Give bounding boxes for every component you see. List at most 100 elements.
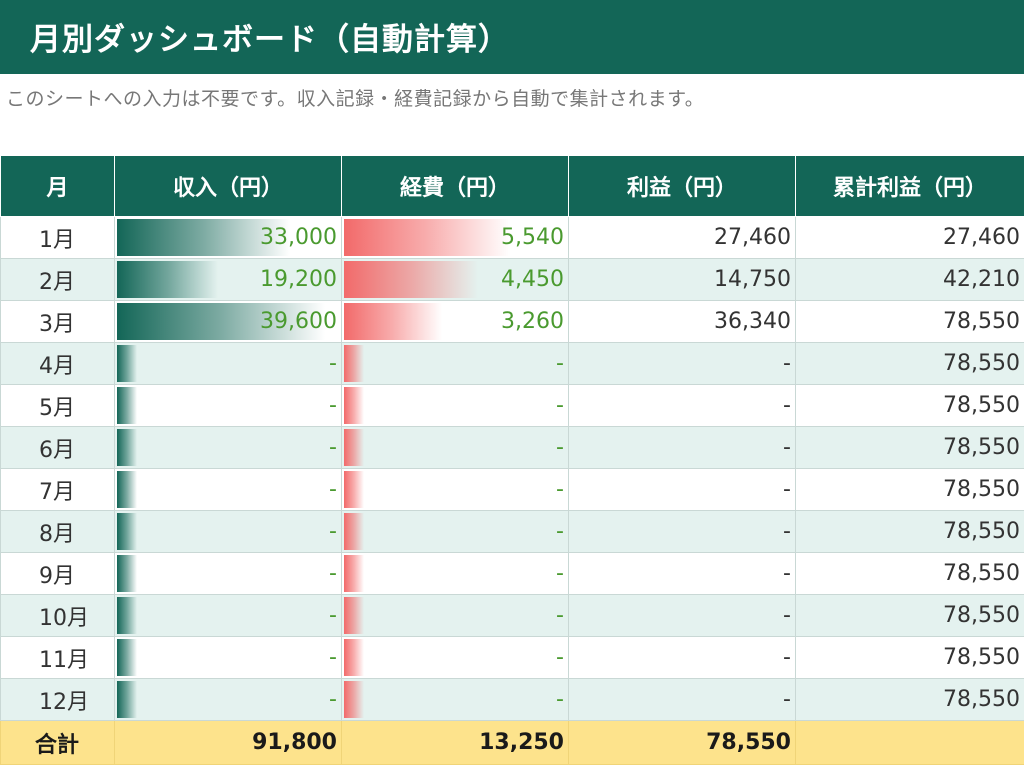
income-cell[interactable]: - [114, 636, 342, 679]
total-cumulative-profit[interactable] [795, 720, 1024, 765]
cumulative-profit-cell[interactable]: 27,460 [795, 216, 1024, 259]
expense-value: - [556, 687, 564, 712]
cumulative-profit-cell[interactable]: 78,550 [795, 678, 1024, 721]
month-cell[interactable]: 12月 [0, 678, 115, 721]
profit-cell[interactable]: - [568, 678, 796, 721]
income-data-bar [117, 219, 290, 256]
month-cell[interactable]: 2月 [0, 258, 115, 301]
total-income[interactable]: 91,800 [114, 720, 342, 765]
column-header-income[interactable]: 収入（円） [114, 155, 342, 217]
expense-cell[interactable]: - [341, 636, 569, 679]
cumulative-profit-cell[interactable]: 78,550 [795, 384, 1024, 427]
income-cell[interactable]: - [114, 594, 342, 637]
profit-cell[interactable]: - [568, 468, 796, 511]
income-data-bar [117, 429, 137, 466]
table-row: 7月 - - -78,550 [0, 468, 1024, 511]
income-cell[interactable]: - [114, 426, 342, 469]
expense-cell[interactable]: - [341, 468, 569, 511]
expense-cell[interactable]: - [341, 342, 569, 385]
expense-cell[interactable]: - [341, 426, 569, 469]
expense-data-bar [344, 639, 364, 676]
income-value: - [329, 645, 337, 670]
income-cell[interactable]: - [114, 468, 342, 511]
income-value: 33,000 [260, 225, 337, 250]
month-cell[interactable]: 5月 [0, 384, 115, 427]
expense-data-bar [344, 261, 478, 298]
expense-cell[interactable]: - [341, 552, 569, 595]
table-row: 9月 - - -78,550 [0, 552, 1024, 595]
expense-data-bar [344, 429, 364, 466]
column-header-profit[interactable]: 利益（円） [568, 155, 796, 217]
expense-cell[interactable]: - [341, 510, 569, 553]
income-cell[interactable]: - [114, 552, 342, 595]
income-data-bar [117, 555, 137, 592]
expense-cell[interactable]: 4,450 [341, 258, 569, 301]
expense-value: - [556, 561, 564, 586]
profit-cell[interactable]: - [568, 510, 796, 553]
expense-cell[interactable]: 3,260 [341, 300, 569, 343]
column-header-cumulative-profit[interactable]: 累計利益（円） [795, 155, 1024, 217]
income-cell[interactable]: 19,200 [114, 258, 342, 301]
cumulative-profit-cell[interactable]: 78,550 [795, 510, 1024, 553]
expense-cell[interactable]: - [341, 594, 569, 637]
cumulative-profit-cell[interactable]: 78,550 [795, 636, 1024, 679]
expense-value: - [556, 477, 564, 502]
income-cell[interactable]: - [114, 342, 342, 385]
column-header-expense[interactable]: 経費（円） [341, 155, 569, 217]
expense-cell[interactable]: 5,540 [341, 216, 569, 259]
income-data-bar [117, 513, 137, 550]
profit-cell[interactable]: 14,750 [568, 258, 796, 301]
table-row: 6月 - - -78,550 [0, 426, 1024, 469]
profit-cell[interactable]: - [568, 594, 796, 637]
profit-cell[interactable]: - [568, 426, 796, 469]
title-bar: 月別ダッシュボード（自動計算） [0, 0, 1024, 74]
cumulative-profit-cell[interactable]: 78,550 [795, 342, 1024, 385]
total-label[interactable]: 合計 [0, 720, 115, 765]
cumulative-profit-cell[interactable]: 42,210 [795, 258, 1024, 301]
page-title: 月別ダッシュボード（自動計算） [30, 22, 510, 58]
income-cell[interactable]: 39,600 [114, 300, 342, 343]
income-cell[interactable]: - [114, 384, 342, 427]
expense-data-bar [344, 387, 364, 424]
column-header-month[interactable]: 月 [0, 155, 115, 217]
month-cell[interactable]: 7月 [0, 468, 115, 511]
month-cell[interactable]: 8月 [0, 510, 115, 553]
profit-cell[interactable]: - [568, 636, 796, 679]
expense-cell[interactable]: - [341, 678, 569, 721]
cumulative-profit-cell[interactable]: 78,550 [795, 594, 1024, 637]
profit-cell[interactable]: - [568, 342, 796, 385]
profit-cell[interactable]: - [568, 552, 796, 595]
total-expense[interactable]: 13,250 [341, 720, 569, 765]
table-row: 3月 39,600 3,260 36,340 78,550 [0, 300, 1024, 343]
income-data-bar [117, 639, 137, 676]
income-cell[interactable]: - [114, 510, 342, 553]
month-cell[interactable]: 3月 [0, 300, 115, 343]
table-row: 8月 - - -78,550 [0, 510, 1024, 553]
month-cell[interactable]: 10月 [0, 594, 115, 637]
cumulative-profit-cell[interactable]: 78,550 [795, 426, 1024, 469]
income-cell[interactable]: 33,000 [114, 216, 342, 259]
income-value: - [329, 393, 337, 418]
expense-value: - [556, 519, 564, 544]
total-profit[interactable]: 78,550 [568, 720, 796, 765]
month-cell[interactable]: 11月 [0, 636, 115, 679]
cumulative-profit-cell[interactable]: 78,550 [795, 300, 1024, 343]
profit-cell[interactable]: 36,340 [568, 300, 796, 343]
income-data-bar [117, 387, 137, 424]
table-row: 2月 19,200 4,450 14,750 42,210 [0, 258, 1024, 301]
month-cell[interactable]: 9月 [0, 552, 115, 595]
month-cell[interactable]: 6月 [0, 426, 115, 469]
income-data-bar [117, 303, 325, 340]
expense-value: - [556, 603, 564, 628]
expense-data-bar [344, 303, 442, 340]
profit-cell[interactable]: - [568, 384, 796, 427]
profit-cell[interactable]: 27,460 [568, 216, 796, 259]
income-data-bar [117, 345, 137, 382]
month-cell[interactable]: 4月 [0, 342, 115, 385]
expense-cell[interactable]: - [341, 384, 569, 427]
cumulative-profit-cell[interactable]: 78,550 [795, 552, 1024, 595]
cumulative-profit-cell[interactable]: 78,550 [795, 468, 1024, 511]
income-cell[interactable]: - [114, 678, 342, 721]
month-cell[interactable]: 1月 [0, 216, 115, 259]
table-row: 1月 33,000 5,540 27,460 27,460 [0, 216, 1024, 259]
